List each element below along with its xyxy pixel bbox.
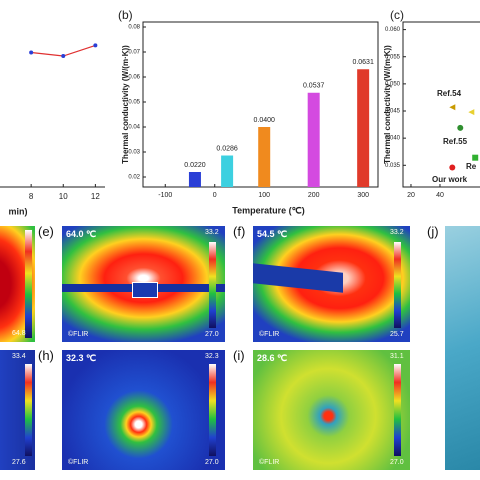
scale-min: 27.6 xyxy=(12,459,26,466)
annotation: Ref.55 xyxy=(443,137,468,146)
y-tick-label: 0.055 xyxy=(385,54,401,60)
scale-max: 33.4 xyxy=(12,353,26,360)
temperature: 64.0 ℃ xyxy=(66,229,97,239)
plot-frame xyxy=(402,21,480,188)
x-tick-label: 300 xyxy=(357,192,369,199)
y-tick-label: 0.060 xyxy=(385,27,401,33)
brand: ©FLIR xyxy=(68,459,89,466)
color-scale xyxy=(209,242,216,328)
y-tick-label: 0.07 xyxy=(128,50,140,56)
thermal-image: 32.3 ℃ 32.3 27.0 ©FLIR xyxy=(62,350,225,470)
x-tick-label: 12 xyxy=(91,192,100,201)
point xyxy=(449,104,456,111)
y-tick-label: 0.035 xyxy=(385,163,401,169)
brand: ©FLIR xyxy=(259,331,280,338)
color-scale xyxy=(209,364,216,456)
y-axis-label: Thermal conductivity (W/(m·K)) xyxy=(383,45,392,164)
y-tick-label: 0.02 xyxy=(128,175,140,181)
color-scale xyxy=(394,242,401,328)
thermal-image: 33.4 27.6 xyxy=(0,350,35,470)
scale-max: 32.3 xyxy=(205,353,219,360)
panel-label: (c) xyxy=(390,8,404,22)
y-axis-label: Thermal conductivity (W/(m·K)) xyxy=(121,45,130,164)
sample xyxy=(253,263,343,293)
value-label: 0.0286 xyxy=(216,145,238,152)
panel-label: (h) xyxy=(38,348,54,363)
y-tick-label: 0.040 xyxy=(385,136,401,142)
y-tick-label: 0.050 xyxy=(385,81,401,87)
charts: (b) (c) 8 10 12 min) 0.02 0.03 0.04 0.05 0.06 0.0… xyxy=(0,8,480,216)
value-label: 0.0537 xyxy=(303,83,325,90)
scale-max: 33.2 xyxy=(205,229,219,236)
point xyxy=(29,50,34,55)
scale-max: 33.2 xyxy=(390,229,404,236)
y-tick-label: 0.08 xyxy=(128,25,140,31)
y-tick-label: 0.05 xyxy=(128,100,140,106)
x-tick-label: 8 xyxy=(29,192,34,201)
scale-min: 27.0 xyxy=(205,331,219,338)
panel-label: (i) xyxy=(233,348,245,363)
point xyxy=(93,43,98,48)
x-tick-label: 10 xyxy=(59,192,68,201)
panel-label: (j) xyxy=(427,224,439,239)
scale-min: 27.0 xyxy=(205,459,219,466)
annotation: Ref.54 xyxy=(437,89,462,98)
thermal-image: 54.5 ℃ 33.2 25.7 ©FLIR xyxy=(253,226,410,342)
point xyxy=(449,164,456,171)
temperature: 32.3 ℃ xyxy=(66,353,97,363)
bar xyxy=(357,69,370,187)
x-axis-label: min) xyxy=(9,206,28,216)
panel-label: (e) xyxy=(38,224,54,239)
temperature: 28.6 ℃ xyxy=(257,353,288,363)
panel-label: (f) xyxy=(233,224,246,239)
x-axis-label: Temperature (℃) xyxy=(232,205,304,215)
point xyxy=(61,54,66,59)
point xyxy=(457,124,464,131)
x-tick-label: 0 xyxy=(213,192,217,199)
x-tick-label: 200 xyxy=(308,192,320,199)
brand: ©FLIR xyxy=(68,331,89,338)
thermal-image: 64.8 xyxy=(0,226,35,342)
color-scale xyxy=(25,364,32,456)
panel-label: (b) xyxy=(118,8,133,22)
point xyxy=(468,109,475,116)
value-label: 0.0631 xyxy=(352,59,374,66)
y-tick-label: 0.06 xyxy=(128,75,140,81)
x-tick-label: 40 xyxy=(436,192,444,199)
value-label: 0.0220 xyxy=(184,162,206,169)
y-tick-label: 0.04 xyxy=(128,125,140,131)
bar xyxy=(188,172,201,187)
thermal-image: 28.6 ℃ 31.1 27.0 ©FLIR xyxy=(253,350,410,470)
scale-max: 31.1 xyxy=(390,353,404,360)
color-scale xyxy=(394,364,401,456)
annotation: Re xyxy=(466,162,477,171)
scale-min: 25.7 xyxy=(390,331,404,338)
sample xyxy=(132,282,158,298)
scale-min: 64.8 xyxy=(12,330,26,337)
point xyxy=(472,154,479,161)
x-tick-label: -100 xyxy=(158,192,172,199)
thermal-image: 64.0 ℃ 33.2 27.0 ©FLIR xyxy=(62,226,225,342)
temperature: 54.5 ℃ xyxy=(257,229,288,239)
x-tick-label: 20 xyxy=(407,192,415,199)
bar xyxy=(221,155,234,187)
y-tick-label: 0.045 xyxy=(385,109,401,115)
bar xyxy=(307,92,320,187)
scale-min: 27.0 xyxy=(390,459,404,466)
brand: ©FLIR xyxy=(259,459,280,466)
photo xyxy=(445,226,480,470)
x-tick-label: 100 xyxy=(258,192,270,199)
annotation: Our work xyxy=(432,175,468,184)
color-scale xyxy=(25,230,32,338)
bar xyxy=(258,127,271,187)
value-label: 0.0400 xyxy=(253,117,275,124)
y-tick-label: 0.03 xyxy=(128,150,140,156)
